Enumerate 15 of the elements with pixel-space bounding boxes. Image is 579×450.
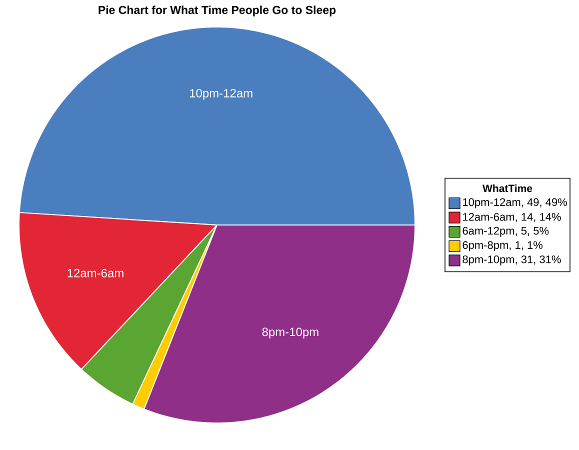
legend-label: 12am-6am: [463, 212, 514, 221]
legend-label: 10pm-12am: [463, 198, 520, 208]
data-label: , 5, 5%: [516, 226, 549, 236]
legend-label: 6pm-8pm: [462, 241, 508, 252]
data-label: , 14, 14%: [516, 213, 561, 222]
chart-title: Pie Chart for What Time People Go to Sleep: [98, 6, 336, 16]
legend-label: 6am-12pm: [462, 226, 514, 237]
legend-label: 8pm-10pm: [462, 255, 514, 266]
slice-label: 12am-6am: [68, 268, 124, 278]
data-label: , 1, 1%: [510, 241, 543, 250]
data-label: , 49, 49%: [522, 198, 567, 208]
data-label: , 31, 31%: [516, 255, 561, 265]
slice-label: 8pm-10pm: [262, 328, 318, 339]
legend-title: WhatTime: [482, 184, 532, 192]
slice-label: 10pm-12am: [190, 88, 252, 100]
